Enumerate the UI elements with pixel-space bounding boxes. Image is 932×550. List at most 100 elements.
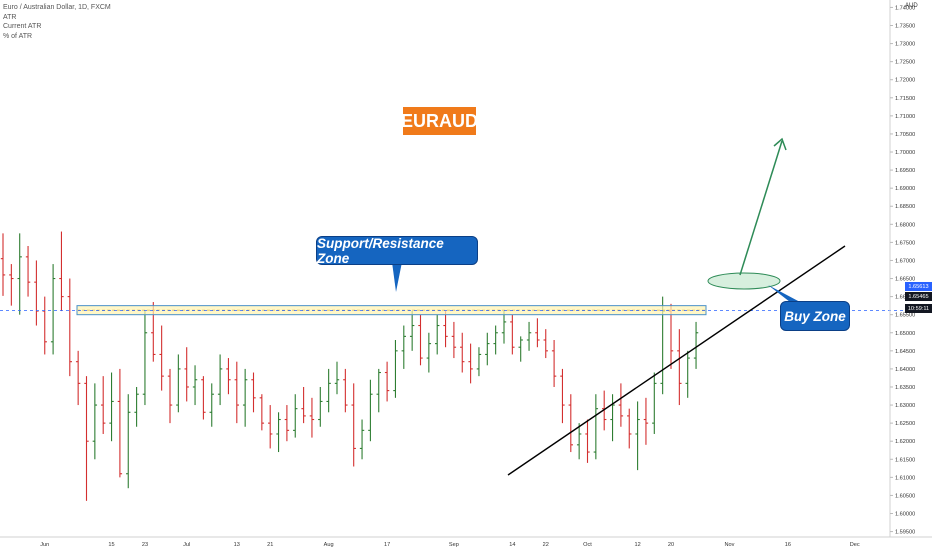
ohlc-bar: [610, 394, 615, 442]
y-tick-label: 1.61500: [895, 457, 915, 463]
x-tick-label: 17: [384, 542, 390, 548]
ohlc-bar: [343, 368, 348, 413]
x-tick-label: 20: [668, 542, 674, 548]
ohlc-bar: [535, 318, 540, 348]
y-tick-label: 1.60000: [895, 512, 915, 518]
y-tick-label: 1.71000: [895, 114, 915, 120]
ohlc-bar: [443, 311, 448, 348]
legend-symbol[interactable]: Euro / Australian Dollar, 1D, FXCM: [3, 4, 111, 11]
legend-current-atr[interactable]: Current ATR: [3, 23, 42, 31]
legend-percent-atr[interactable]: % of ATR: [3, 32, 33, 40]
y-tick-label: 1.63000: [895, 403, 915, 409]
x-tick-label: 23: [142, 542, 148, 548]
price-axis[interactable]: 1.74000 1.73500 1.73000 1.72500 1.72000 1.715…: [890, 5, 915, 536]
x-tick-label: 13: [234, 542, 240, 548]
ohlc-bar: [493, 325, 498, 355]
ohlc-bar: [9, 264, 14, 306]
ohlc-bar: [485, 332, 490, 366]
ohlc-bar: [92, 383, 98, 460]
ohlc-bar: [301, 386, 306, 424]
y-tick-label: 1.73500: [895, 23, 915, 29]
ohlc-bar: [234, 361, 239, 424]
ohlc-bar: [627, 408, 632, 449]
ohlc-bar: [167, 368, 173, 424]
title-badge: EURAUD: [401, 106, 478, 136]
ohlc-bar: [359, 419, 365, 460]
x-tick-label: 21: [267, 542, 273, 548]
ohlc-bar: [568, 394, 573, 453]
ohlc-bar: [326, 368, 331, 413]
ohlc-bar: [643, 397, 649, 445]
ohlc-bar: [593, 394, 599, 460]
x-tick-label: Sep: [449, 542, 459, 548]
y-tick-label: 1.72000: [895, 78, 915, 84]
ohlc-bar: [334, 361, 340, 395]
ohlc-bar: [426, 332, 432, 373]
ohlc-bar: [635, 401, 640, 471]
ohlc-bar: [602, 390, 607, 431]
x-tick-label: Aug: [324, 542, 334, 548]
ohlc-bar: [309, 397, 315, 438]
y-tick-label: 1.74000: [895, 5, 915, 11]
ohlc-bar: [476, 347, 482, 377]
x-tick-label: Jul: [183, 542, 190, 548]
x-tick-label: 16: [785, 542, 791, 548]
ohlc-bar: [351, 383, 356, 467]
y-tick-label: 1.68500: [895, 204, 915, 210]
ohlc-bar: [526, 321, 532, 351]
ohlc-bar: [25, 246, 31, 297]
time-axis[interactable]: Jun 15 23 Jul 13 21 Aug 17 Sep 14 22 Oct 12 20 Nov 16 De…: [40, 542, 860, 548]
ohlc-bar: [677, 329, 682, 406]
ascending-trendline: [507, 245, 846, 476]
legend-atr[interactable]: ATR: [3, 13, 17, 21]
ohlc-bar: [460, 332, 465, 373]
y-tick-label: 1.67000: [895, 258, 915, 264]
zone-rectangle: [76, 305, 707, 316]
ohlc-bar: [468, 343, 473, 384]
ohlc-bar: [501, 311, 507, 344]
y-tick-label: 1.65000: [895, 331, 915, 337]
x-tick-label: 22: [543, 542, 549, 548]
x-tick-label: 15: [108, 542, 114, 548]
sr-callout-pointer: [392, 262, 402, 292]
y-tick-label: 1.69000: [895, 186, 915, 192]
ohlc-bar: [142, 311, 148, 406]
ohlc-bar: [259, 394, 265, 431]
ohlc-bar: [585, 419, 590, 463]
ohlc-bar: [518, 336, 523, 362]
y-tick-label: 1.66500: [895, 277, 915, 283]
x-tick-label: 12: [634, 542, 640, 548]
ohlc-bar: [251, 372, 256, 413]
ohlc-bar: [510, 314, 515, 355]
ohlc-bar: [42, 296, 47, 355]
ohlc-bar: [101, 376, 106, 434]
ohlc-bar: [34, 260, 39, 326]
ohlc-bar: [451, 321, 457, 359]
support-resistance-zone: [76, 305, 707, 316]
ohlc-bar: [192, 365, 198, 406]
ohlc-bar: [401, 325, 406, 369]
arrow-head-icon: [773, 137, 787, 151]
drawings: [0, 137, 905, 476]
y-tick-label: 1.72500: [895, 60, 915, 66]
ohlc-bar: [209, 383, 214, 427]
ohlc-bar: [17, 233, 22, 315]
ohlc-bar: [618, 383, 624, 427]
ohlc-bar: [176, 354, 181, 413]
ohlc-bar: [75, 350, 81, 406]
buy-zone-callout: Buy Zone: [780, 301, 850, 331]
ohlc-bar: [418, 314, 423, 366]
y-tick-label: 1.62500: [895, 421, 915, 427]
current-price-label: 1.65613: [905, 282, 932, 291]
ohlc-bar: [293, 394, 298, 438]
ohlc-bar: [226, 358, 231, 395]
ohlc-bar: [368, 379, 373, 442]
x-tick-label: Nov: [724, 542, 734, 548]
y-tick-label: 1.60500: [895, 493, 915, 499]
ohlc-bar: [159, 325, 164, 391]
ohlc-bar: [242, 368, 248, 427]
ohlc-bar: [117, 368, 123, 478]
target-arrow: [739, 140, 783, 276]
ohlc-bar: [284, 405, 290, 442]
